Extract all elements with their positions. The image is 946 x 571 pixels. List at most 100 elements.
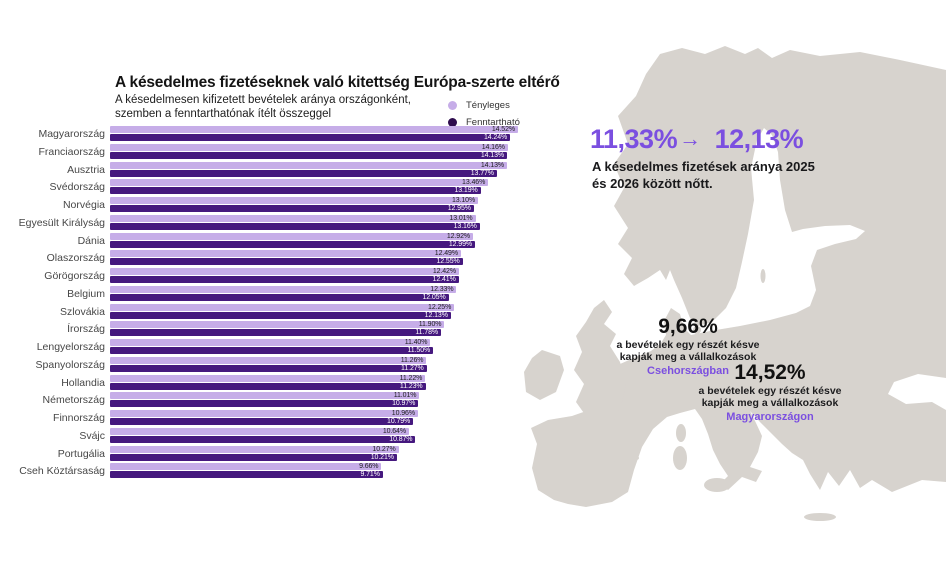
bar-value-label: 11.27% [401,364,424,372]
bar-tenyleges: 14.13% [110,161,508,169]
bar-fenntarthato: 11.23% [110,382,426,390]
country-row: Norvégia 13.10% 12.95% [0,197,520,215]
bar-fenntarthato: 12.41% [110,276,459,283]
bar-value-label: 10.87% [389,435,413,443]
bar-tenyleges: 14.16% [110,143,508,151]
bar-value-label: 12.05% [422,293,446,301]
bar-fenntarthato: 12.99% [110,240,475,248]
legend-label: Tényleges [466,100,510,111]
bar-tenyleges: 12.42% [110,268,459,275]
chart-subtitle-line2: szemben a fenntarthatónak ítélt összegge… [115,107,332,120]
country-bars: 12.42% 12.41% [110,268,518,283]
bar-tenyleges: 12.49% [110,250,461,258]
country-bars: 13.10% 12.95% [110,197,518,212]
bar-tenyleges: 12.33% [110,285,457,293]
country-label: Görögország [44,270,105,282]
bar-fenntarthato: 14.13% [110,151,508,159]
annotation-value: 14,52% [734,361,806,384]
bar-tenyleges: 13.10% [110,197,479,204]
bar-value-label: 13.77% [470,169,494,177]
country-row: Olaszország 12.49% 12.55% [0,250,520,268]
bar-tenyleges: 11.26% [110,356,427,364]
country-label: Lengyelország [36,341,105,353]
mallorca-island-shape [625,455,639,461]
legend-dot-dark-icon [448,118,457,127]
bar-value-label: 11.01% [393,392,417,400]
annotation-text-line1: a bevételek egy részét késve [698,385,842,397]
gotland-island-shape [760,269,766,283]
country-row: Dánia 12.92% 12.99% [0,232,520,251]
country-bars: 11.01% 10.97% [110,392,518,408]
annotation-text-line2: kapják meg a vállalkozások [619,351,757,363]
bar-value-label: 13.16% [453,222,477,230]
country-label: Portugália [57,447,105,460]
bar-fenntarthato: 9.71% [110,471,383,479]
bar-value-label: 9.71% [360,471,380,479]
bar-value-label: 11.22% [399,374,423,382]
country-label: Magyarország [38,128,105,140]
bar-fenntarthato: 14.24% [110,134,511,141]
sardinia-island-shape [673,446,687,470]
bar-value-label: 12.25% [428,303,452,311]
annotation-country: Magyarországon [726,411,814,423]
bar-tenyleges: 10.64% [110,427,409,435]
annotation-hungary: 14,52% a bevételek egy részét késve kapj… [690,361,850,424]
country-bars: 12.92% 12.99% [110,232,518,248]
sicily-island-shape [704,478,730,492]
country-row: Hollandia 11.22% 11.23% [0,374,520,393]
bar-value-label: 11.50% [407,347,431,354]
bar-value-label: 12.55% [436,258,460,266]
country-bars: 11.90% 11.78% [110,321,518,337]
corsica-island-shape [676,424,686,442]
country-row: Németország 11.01% 10.97% [0,392,520,410]
legend-label: Fenntartható [466,117,520,128]
annotation-country: Csehországban [647,365,729,377]
country-bars: 14.16% 14.13% [110,143,518,159]
country-row: Svédország 13.46% 13.19% [0,179,520,197]
arrow-right-icon: → [679,126,701,151]
country-label: Belgium [67,287,105,300]
bar-fenntarthato: 10.97% [110,400,419,408]
country-label: Németország [42,394,105,407]
bar-value-label: 10.79% [387,418,411,425]
bar-value-label: 12.13% [424,311,448,319]
bar-fenntarthato: 10.79% [110,418,414,425]
country-row: Lengyelország 11.40% 11.50% [0,339,520,357]
bar-value-label: 14.13% [480,161,505,169]
bar-tenyleges: 10.27% [110,445,399,453]
country-bars: 12.49% 12.55% [110,250,518,266]
country-row: Magyarország 14.52% 14.24% [0,126,520,144]
annotation-text-line2: kapják meg a vállalkozások [701,397,839,409]
country-row: Franciaország 14.16% 14.13% [0,143,520,162]
bar-value-label: 12.33% [430,285,454,293]
country-label: Spanyolország [35,358,105,371]
bar-value-label: 14.16% [481,143,505,151]
country-bars: 13.01% 13.16% [110,214,518,230]
zealand-island-shape [693,326,701,334]
bar-value-label: 13.10% [451,197,476,204]
bar-value-label: 10.64% [382,427,406,435]
legend-item-fenntarthato: Fenntartható [448,114,520,131]
country-row: Ausztria 14.13% 13.77% [0,161,520,180]
country-row: Cseh Köztársaság 9.66% 9.71% [0,463,520,481]
legend-item-tenyleges: Tényleges [448,97,520,114]
bar-tenyleges: 12.92% [110,232,474,240]
caption-line1: A késedelmes fizetések aránya 2025 [592,159,815,174]
country-bars: 10.96% 10.79% [110,410,518,425]
bar-fenntarthato: 12.95% [110,205,474,212]
country-bars: 9.66% 9.71% [110,463,518,479]
country-row: Portugália 10.27% 10.21% [0,445,520,464]
bar-value-label: 10.21% [370,453,394,461]
stat-to: 12,13% [714,124,804,154]
bar-tenyleges: 11.90% [110,321,445,329]
country-bars: 11.40% 11.50% [110,339,518,354]
bar-value-label: 10.96% [391,410,415,417]
bar-value-label: 12.92% [446,232,471,240]
country-label: Norvégia [62,199,105,211]
legend-dot-light-icon [448,101,457,110]
country-bars: 11.22% 11.23% [110,374,518,390]
bar-tenyleges: 14.52% [110,126,518,133]
bar-fenntarthato: 11.78% [110,329,441,337]
country-bars: 11.26% 11.27% [110,356,518,372]
country-label: Írország [67,323,105,336]
